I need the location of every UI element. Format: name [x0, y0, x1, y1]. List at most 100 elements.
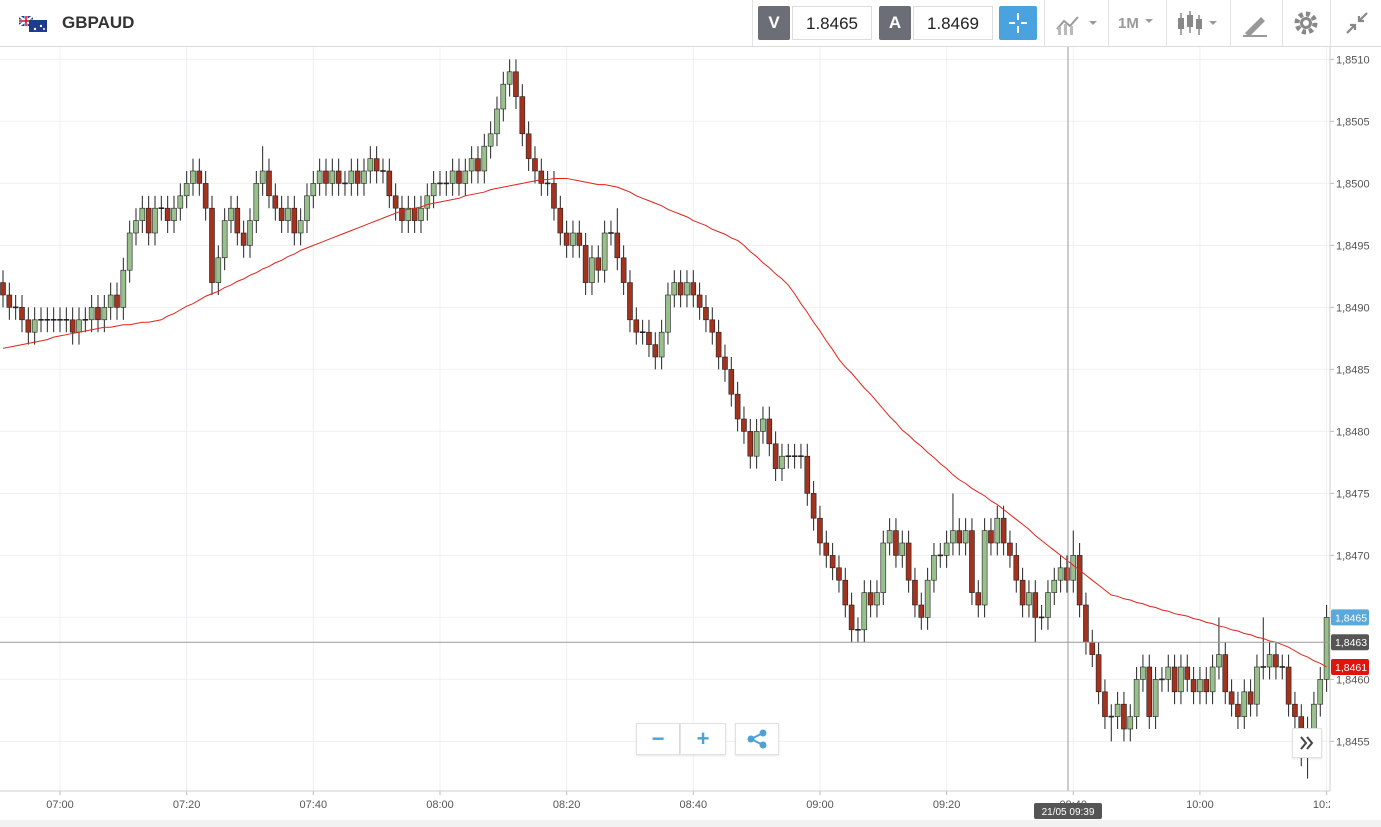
collapse-button[interactable]: [1342, 8, 1372, 38]
candle-body: [494, 108, 500, 135]
candle-body: [1323, 617, 1330, 680]
candle-body: [943, 542, 950, 556]
y-tick-label: 1,8475: [1336, 488, 1370, 500]
last-price-tag: 1,8465: [1335, 612, 1367, 624]
candle-body: [715, 331, 722, 358]
candle-body: [285, 207, 291, 221]
candle-body: [481, 145, 488, 172]
candle-body: [798, 455, 804, 458]
candle-body: [804, 455, 811, 494]
share-icon: [747, 729, 767, 749]
zoom-in-button[interactable]: +: [680, 723, 726, 755]
candle-body: [392, 195, 399, 209]
candle-body: [69, 319, 76, 333]
candle-body: [627, 282, 633, 321]
candle-body: [988, 530, 994, 544]
candle-body: [297, 220, 304, 234]
candle-body: [1184, 666, 1191, 680]
candle-body: [1266, 654, 1273, 668]
candle-body: [487, 133, 494, 147]
candle-body: [1127, 716, 1134, 730]
candle-body: [101, 307, 108, 321]
candle-body: [348, 170, 355, 184]
share-button[interactable]: [735, 723, 779, 755]
candle-body: [25, 319, 32, 333]
symbol[interactable]: GBPAUD: [62, 13, 135, 32]
candle-body: [551, 183, 557, 209]
candle-body: [342, 182, 348, 185]
candle-body: [924, 579, 931, 618]
separator: [1230, 0, 1231, 46]
candle-body: [272, 195, 279, 209]
sell-label[interactable]: V: [758, 6, 790, 40]
crosshair-price-tag: 1,8463: [1335, 637, 1367, 649]
candle-body: [1013, 555, 1020, 581]
candle-body: [608, 232, 614, 234]
candle-body: [912, 579, 918, 606]
candle-body: [633, 319, 640, 333]
candle-body: [684, 282, 690, 296]
candle-body: [709, 319, 716, 333]
candle-body: [532, 158, 538, 172]
dropdown-arrow: [1145, 19, 1153, 23]
candle-body: [1038, 616, 1045, 619]
candle-body: [430, 183, 437, 197]
y-tick-label: 1,8500: [1336, 178, 1370, 190]
candle-body: [1273, 654, 1279, 668]
buy-label[interactable]: A: [879, 6, 911, 40]
candle-body: [1057, 567, 1064, 581]
settings-button[interactable]: [1291, 8, 1321, 38]
candle-body: [677, 282, 684, 296]
candle-body: [1247, 691, 1254, 705]
candle-body: [931, 555, 937, 581]
interval-button[interactable]: 1M: [1118, 15, 1139, 32]
candle-body: [171, 207, 177, 221]
candle-body: [861, 592, 868, 631]
flag-icon: [19, 16, 47, 32]
scroll-right-button[interactable]: [1292, 728, 1322, 758]
candle-body: [145, 207, 152, 234]
separator: [1044, 0, 1045, 46]
ma-price-tag: 1,8461: [1335, 662, 1367, 674]
candle-body: [1292, 703, 1298, 717]
candle-body: [323, 170, 329, 184]
candle-body: [937, 554, 944, 557]
candle-body: [506, 71, 513, 85]
candle-body: [576, 232, 583, 246]
candle-body: [443, 182, 450, 185]
chevron-icon: [1300, 736, 1314, 750]
buy-price[interactable]: 1.8469: [913, 6, 993, 40]
candle-body: [975, 592, 982, 606]
drawing-tool-button[interactable]: [1241, 9, 1271, 39]
candle-body: [728, 369, 735, 395]
candle-body: [829, 555, 836, 569]
candle-body: [228, 207, 234, 221]
sell-price[interactable]: 1.8465: [792, 6, 872, 40]
candle-body: [164, 207, 171, 221]
y-tick-label: 1,8495: [1336, 240, 1370, 252]
candle-body: [747, 431, 754, 457]
candle-body: [1000, 517, 1007, 544]
candle-body: [956, 530, 963, 544]
candle-body: [981, 530, 988, 606]
y-tick-label: 1,8505: [1336, 116, 1370, 128]
candle-body: [848, 604, 855, 631]
candle-body: [519, 96, 526, 135]
x-tick-label: 10:20: [1313, 799, 1341, 811]
candle-body: [880, 542, 887, 593]
candle-body: [361, 170, 367, 184]
candle-body: [893, 530, 899, 556]
candle-style-button[interactable]: [1176, 9, 1226, 39]
grid: [0, 47, 1330, 791]
crosshair-button[interactable]: [999, 6, 1037, 40]
zoom-out-button[interactable]: −: [636, 723, 680, 755]
candle-body: [994, 517, 1001, 544]
candle-body: [696, 294, 703, 308]
ma-price-tag-box: [1331, 659, 1369, 675]
x-tick-label: 07:00: [46, 799, 74, 811]
candle-body: [1165, 666, 1172, 680]
candle-body: [810, 493, 817, 519]
candle-body: [139, 207, 146, 221]
chart-type-button[interactable]: [1054, 9, 1104, 39]
y-tick-label: 1,8470: [1336, 550, 1370, 562]
